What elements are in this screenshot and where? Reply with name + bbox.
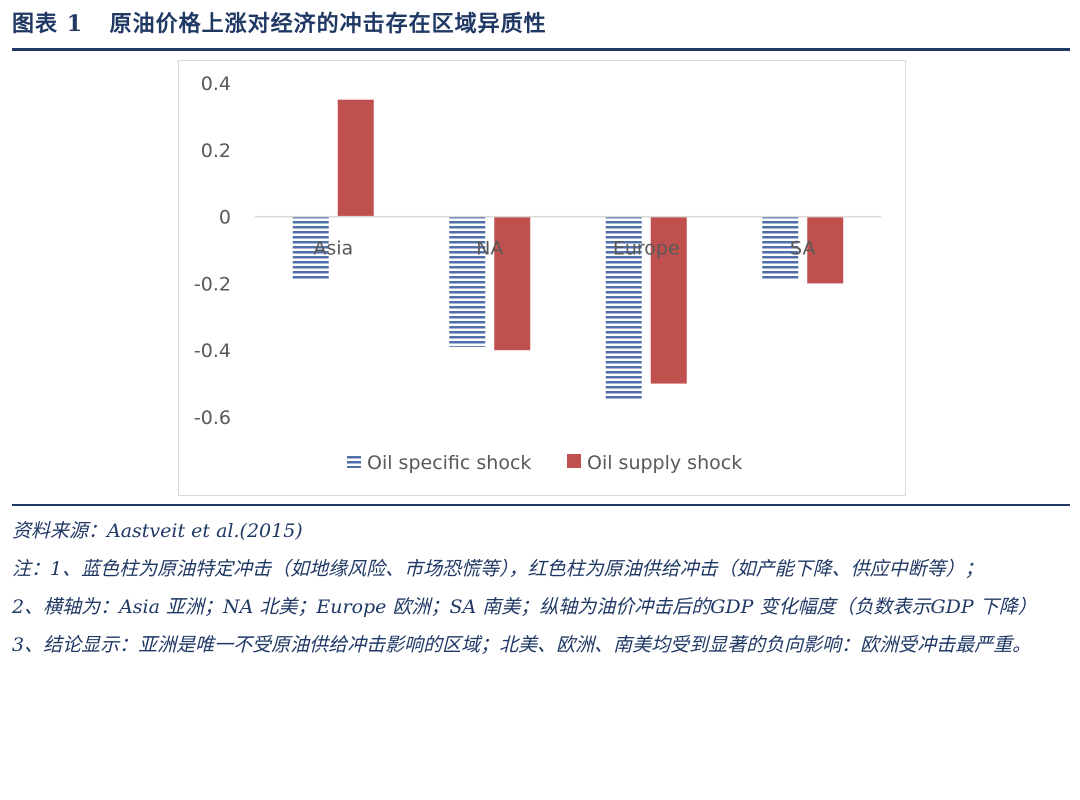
bar bbox=[292, 216, 329, 281]
bar bbox=[807, 216, 844, 284]
note-2: 2、横轴为：Asia 亚洲；NA 北美；Europe 欧洲；SA 南美；纵轴为油… bbox=[12, 596, 1037, 618]
series-oil-supply bbox=[337, 99, 844, 384]
notes-section: 资料来源：Aastveit et al.(2015) 注：1、蓝色柱为原油特定冲… bbox=[12, 512, 1072, 664]
legend: Oil specific shock Oil supply shock bbox=[347, 452, 742, 474]
figure-number: 1 bbox=[66, 11, 83, 37]
y-tick-label: 0.4 bbox=[201, 73, 231, 95]
bar bbox=[762, 216, 799, 281]
figure-label: 图表 bbox=[12, 11, 59, 37]
chart-area: 0.4 0.2 0 -0.2 -0.4 -0.6 Asia NA Europe SA Oil s… bbox=[178, 60, 906, 496]
y-tick-label: 0 bbox=[219, 207, 231, 229]
x-category-label: NA bbox=[476, 238, 503, 260]
legend-swatch bbox=[567, 454, 581, 468]
note-3: 3、结论显示：亚洲是唯一不受原油供给冲击影响的区域；北美、欧洲、南美均受到显著的… bbox=[12, 634, 1032, 656]
source-rule bbox=[12, 504, 1070, 506]
y-tick-label: 0.2 bbox=[201, 140, 231, 162]
y-tick-label: -0.6 bbox=[194, 407, 231, 429]
y-axis-ticks: 0.4 0.2 0 -0.2 -0.4 -0.6 bbox=[194, 73, 231, 429]
bar bbox=[650, 216, 687, 384]
y-tick-label: -0.2 bbox=[194, 273, 231, 295]
legend-swatch bbox=[347, 454, 361, 468]
figure-caption: 原油价格上涨对经济的冲击存在区域异质性 bbox=[109, 11, 547, 37]
x-category-label: Europe bbox=[613, 238, 680, 260]
legend-label: Oil supply shock bbox=[587, 452, 742, 474]
series-oil-specific bbox=[292, 216, 799, 401]
y-tick-label: -0.4 bbox=[194, 340, 231, 362]
x-category-label: Asia bbox=[313, 238, 353, 260]
bar-chart: 0.4 0.2 0 -0.2 -0.4 -0.6 Asia NA Europe SA Oil s… bbox=[194, 73, 881, 474]
note-1: 注：1、蓝色柱为原油特定冲击（如地缘风险、市场恐慌等），红色柱为原油供给冲击（如… bbox=[12, 558, 984, 580]
bar bbox=[494, 216, 531, 351]
title-rule bbox=[12, 48, 1070, 51]
x-axis-categories: Asia NA Europe SA bbox=[313, 238, 815, 260]
figure-title: 图表 1 原油价格上涨对经济的冲击存在区域异质性 bbox=[12, 6, 547, 38]
source-note: 资料来源：Aastveit et al.(2015) bbox=[12, 520, 303, 542]
bar bbox=[605, 216, 642, 401]
legend-label: Oil specific shock bbox=[367, 452, 531, 474]
bar bbox=[449, 216, 486, 347]
bar bbox=[337, 99, 374, 217]
x-category-label: SA bbox=[790, 238, 815, 260]
